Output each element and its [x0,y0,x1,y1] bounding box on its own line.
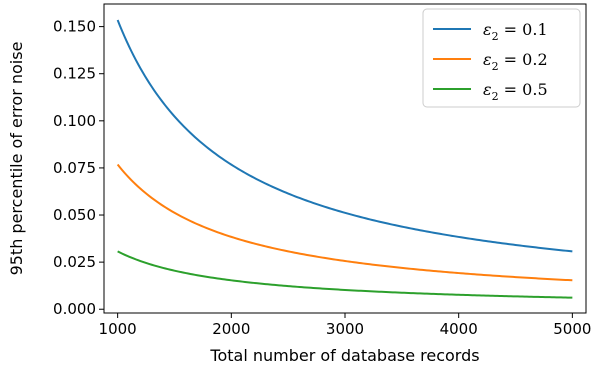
plot-frame [103,3,587,314]
x-tick-label: 3000 [326,320,364,338]
data-point [231,236,233,238]
x-tick-label: 5000 [553,320,591,338]
data-point [344,212,346,214]
y-tick-label: 0.150 [53,18,96,36]
data-point [174,116,176,118]
data-point [458,272,460,274]
y-tick-label: 0.000 [53,300,96,318]
data-point [572,251,574,253]
data-point [231,279,233,281]
y-tick-label: 0.100 [53,112,96,130]
legend-box [422,8,581,108]
data-point [117,251,119,253]
data-point [401,267,403,269]
series-line-3 [117,250,573,299]
y-axis-label: 95th percentile of error noise [7,42,26,276]
data-point [572,297,574,299]
data-point [202,275,204,277]
data-point [458,294,460,296]
data-point [515,296,517,298]
x-axis-label: Total number of database records [209,346,479,365]
data-point [344,260,346,262]
data-point [572,279,574,281]
data-point [515,244,517,246]
x-tick-label: 1000 [99,320,137,338]
legend: ε2 = 0.1 ε2 = 0.2 ε2 = 0.5 [422,8,581,108]
x-axis-ticks: 1000 2000 3000 4000 5000 [99,313,591,338]
y-tick-label: 0.075 [53,159,96,177]
data-point [401,226,403,228]
data-point [401,292,403,294]
series-line-2 [116,163,573,282]
data-point [145,193,147,195]
data-point [231,164,233,166]
y-axis-ticks: 0.000 0.025 0.050 0.075 0.100 0.125 0.150 [53,18,104,318]
series-line-1 [116,19,573,253]
legend-label: ε2 = 0.5 [483,80,548,103]
legend-label: ε2 = 0.2 [483,50,548,73]
data-point [287,285,289,287]
data-point [145,262,147,264]
legend-label: ε2 = 0.1 [483,20,548,43]
data-point [174,212,176,214]
x-tick-label: 2000 [212,320,250,338]
y-tick-label: 0.050 [53,206,96,224]
data-point [344,289,346,291]
data-point [458,236,460,238]
x-tick-label: 4000 [440,320,478,338]
data-point [174,270,176,272]
series-layer [116,19,574,299]
data-point [117,19,119,21]
data-point [117,164,119,166]
y-tick-label: 0.025 [53,253,96,271]
data-point [515,276,517,278]
data-point [145,77,147,79]
data-point [287,193,289,195]
data-point [202,143,204,145]
y-tick-label: 0.125 [53,65,96,83]
data-point [202,226,204,228]
data-point [287,251,289,253]
